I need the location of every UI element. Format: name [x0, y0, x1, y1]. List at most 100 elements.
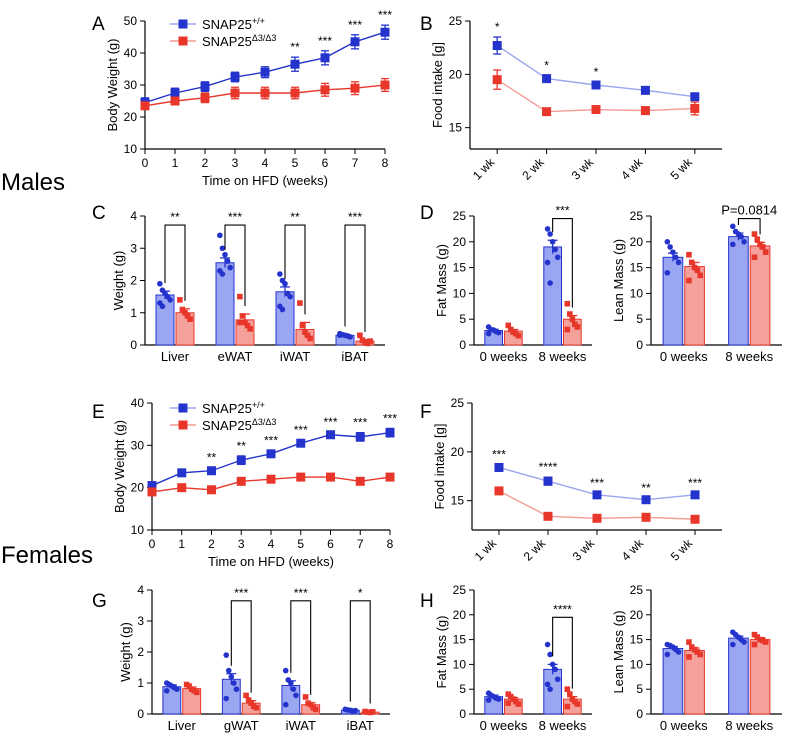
significance-b: * [544, 58, 549, 72]
legend-marker-mut [178, 420, 188, 430]
y-tick-label-d1: 0 [459, 338, 466, 352]
y-tick-label-c: 0 [130, 338, 137, 352]
dot-c-wt [217, 232, 223, 239]
dot-d2-wt [675, 259, 682, 266]
y-tick-label-e: 40 [131, 396, 145, 410]
dot-h2-wt [741, 639, 747, 645]
significance-a: *** [318, 34, 332, 48]
x-tick-label-e: 0 [149, 537, 156, 551]
y-tick-label-h1: 25 [453, 583, 467, 597]
dot-h1-wt [544, 681, 551, 688]
y-tick-label-d2: 20 [630, 235, 644, 249]
significance-c: *** [348, 210, 362, 224]
y-tick-label-h1: 20 [453, 608, 467, 622]
x-axis-label-e: Time on HFD (weeks) [208, 554, 334, 569]
data-point-f-wt [543, 476, 553, 486]
x-tick-label-a: 2 [202, 156, 209, 170]
dot-g-wt [223, 652, 230, 658]
dot-g-wt [225, 667, 232, 674]
data-point-b-wt [640, 85, 650, 95]
significance-e: *** [323, 415, 337, 429]
dot-d2-mut [754, 236, 761, 243]
dot-c-wt [159, 303, 166, 310]
dot-d2-wt [667, 244, 673, 250]
y-tick-label-c: 1 [130, 306, 137, 320]
data-point-e-mut [296, 472, 306, 482]
significance-e: ** [237, 439, 247, 453]
dot-g-wt [174, 686, 180, 692]
dot-g-mut [193, 689, 200, 696]
data-point-f-wt [592, 490, 602, 500]
dot-d2-wt [670, 249, 676, 255]
legend-label-wt: SNAP25+/+ [202, 400, 265, 416]
y-tick-label-g: 3 [137, 614, 144, 628]
data-point-e-wt [266, 449, 276, 459]
significance-bracket-d2 [737, 218, 761, 235]
dot-g-wt [163, 687, 170, 694]
data-point-f-mut [494, 486, 504, 496]
x-tick-label-b: 5 wk [668, 155, 696, 183]
dot-h2-wt [675, 649, 682, 655]
significance-e: ** [207, 450, 217, 464]
dot-g-mut [186, 683, 192, 689]
x-tick-label-e: 2 [208, 537, 215, 551]
y-tick-label-h2: 10 [630, 657, 644, 671]
dot-g-wt [282, 667, 289, 674]
dot-d2-wt [664, 269, 671, 276]
y-tick-label-e: 20 [131, 481, 145, 495]
dot-c-mut [302, 329, 308, 335]
dot-c-wt [167, 297, 173, 303]
dot-c-mut [367, 338, 373, 344]
significance-bracket-c [224, 224, 246, 307]
bar-h2-mut [749, 639, 771, 715]
y-tick-label-a: 40 [124, 46, 138, 60]
panel-label-f: F [420, 402, 432, 423]
y-tick-label-c: 4 [130, 209, 137, 223]
x-tick-label-e: 8 [387, 537, 394, 551]
bar-d2-wt [728, 236, 749, 346]
y-tick-label-f: 20 [451, 445, 465, 459]
data-point-b-mut [690, 103, 700, 113]
bar-h2-wt [728, 637, 749, 715]
dot-c-mut [177, 297, 183, 303]
dot-c-wt [222, 251, 228, 258]
x-tick-label-f: 4 wk [619, 536, 647, 564]
data-point-a-wt [380, 27, 390, 37]
dot-d2-mut [760, 244, 766, 250]
dot-c-wt [282, 280, 288, 287]
dot-d1-mut [564, 300, 571, 307]
dot-g-mut [243, 692, 249, 699]
x-tick-label-d2: 0 weeks [660, 349, 708, 364]
y-axis-label-d2: Lean Mass (g) [611, 239, 626, 322]
data-point-b-mut [542, 107, 552, 117]
dot-c-wt [337, 332, 343, 339]
y-tick-label-a: 20 [124, 110, 138, 124]
significance-d2: P=0.0814 [721, 203, 777, 218]
dot-c-wt [219, 271, 226, 277]
panel-label-e: E [92, 402, 105, 423]
y-tick-label-b: 20 [449, 67, 463, 81]
data-point-e-wt [147, 481, 157, 491]
dot-d2-mut [694, 267, 701, 273]
data-point-e-mut [266, 474, 276, 484]
significance-f: *** [492, 448, 506, 462]
significance-g: *** [234, 586, 248, 600]
dot-c-mut [237, 293, 243, 300]
dot-d2-mut [757, 241, 763, 248]
y-axis-label-h1: Fat Mass (g) [434, 616, 449, 689]
dot-g-wt [288, 680, 294, 686]
dot-g-mut [302, 694, 309, 700]
data-point-e-mut [355, 476, 365, 486]
y-tick-label-h2: 5 [636, 682, 643, 696]
dot-d1-mut [569, 316, 576, 322]
dot-g-mut [369, 709, 376, 715]
y-axis-label-f: Food intake [g] [432, 424, 447, 510]
y-tick-label-h2: 15 [630, 633, 644, 647]
x-tick-label-e: 5 [297, 537, 304, 551]
x-tick-label-g: iWAT [286, 718, 316, 733]
y-tick-label-e: 30 [131, 438, 145, 452]
dot-c-wt [347, 334, 353, 340]
dot-h1-wt [485, 697, 492, 703]
data-point-a-mut [260, 88, 270, 98]
